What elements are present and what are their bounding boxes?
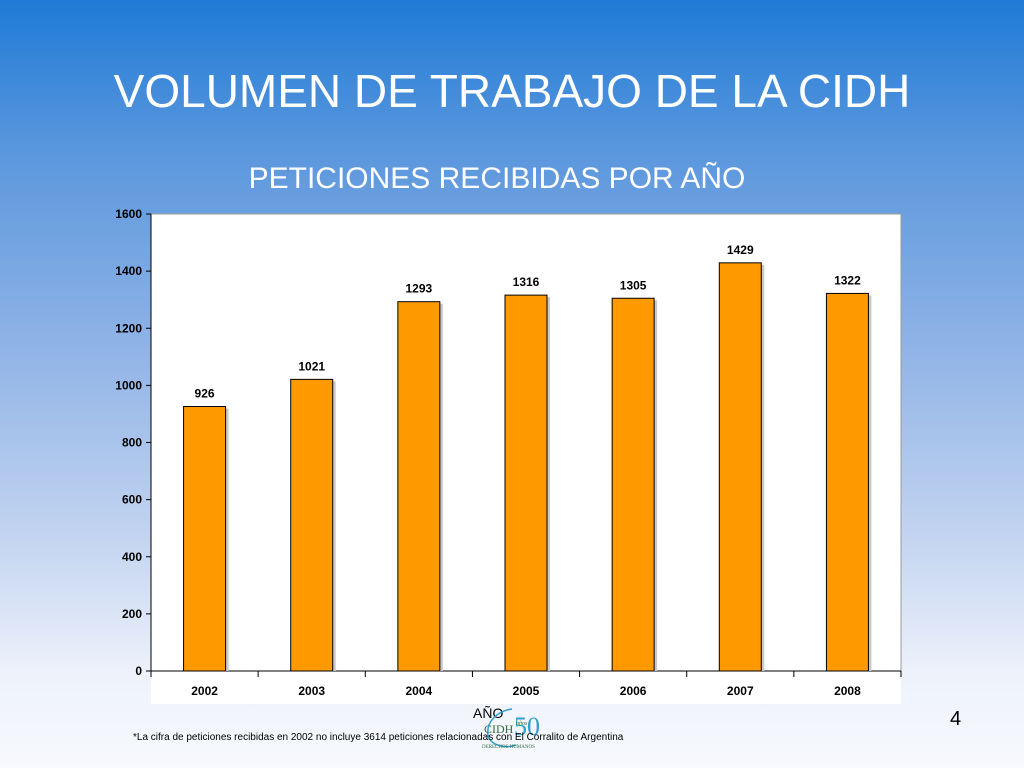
- data-label-2005: 1316: [513, 275, 540, 289]
- logo-subtext: DERECHOS HUMANOS: [482, 745, 535, 750]
- x-tick-label: 2006: [620, 684, 647, 698]
- bar-2005: [504, 294, 548, 672]
- data-label-2003: 1021: [298, 359, 325, 373]
- data-label-2008: 1322: [834, 273, 861, 287]
- bar-2007: [718, 262, 762, 672]
- bar-2008: [825, 292, 869, 672]
- data-label-2004: 1293: [406, 282, 433, 296]
- x-tick-label: 2005: [513, 684, 540, 698]
- y-tick-label: 1400: [115, 264, 142, 278]
- x-tick-label: 2007: [727, 684, 754, 698]
- x-axis-title: AÑO: [473, 705, 504, 721]
- data-label-2007: 1429: [727, 243, 754, 257]
- bar-2003: [290, 378, 334, 672]
- y-tick-label: 400: [122, 550, 142, 564]
- data-label-2006: 1305: [620, 278, 647, 292]
- category-axis-band: [151, 671, 901, 704]
- slide-title: VOLUMEN DE TRABAJO DE LA CIDH: [113, 65, 911, 117]
- data-labels: 926 1021 1293 1316 1305 1429 1322: [195, 243, 862, 401]
- bar-2004: [397, 301, 441, 672]
- footnote: *La cifra de peticiones recibidas en 200…: [133, 732, 624, 743]
- x-tick-label: 2002: [191, 684, 218, 698]
- y-tick-label: 1000: [115, 378, 142, 392]
- y-tick-label: 600: [122, 493, 142, 507]
- y-axis: 0 200 400 600 800 1000 1200 1400 1600: [115, 207, 152, 678]
- chart-subtitle: PETICIONES RECIBIDAS POR AÑO: [248, 162, 746, 195]
- y-tick-label: 1200: [115, 321, 142, 335]
- data-label-2002: 926: [195, 387, 215, 401]
- bar-2006: [611, 297, 655, 672]
- y-tick-label: 800: [122, 436, 142, 450]
- x-tick-label: 2004: [406, 684, 433, 698]
- y-tick-label: 200: [122, 607, 142, 621]
- x-tick-label: 2003: [298, 684, 325, 698]
- bar-2002: [183, 406, 227, 672]
- logo-text: CIDH: [484, 722, 514, 736]
- x-tick-label: 2008: [834, 684, 861, 698]
- y-tick-label: 1600: [115, 207, 142, 221]
- cidh-logo: CIDH 50 años DERECHOS HUMANOS: [482, 708, 540, 750]
- bar-series: [183, 262, 872, 672]
- y-tick-label: 0: [135, 664, 142, 678]
- page-number: 4: [950, 708, 962, 730]
- logo-years: años: [516, 721, 528, 727]
- logo-number: 50: [514, 712, 540, 741]
